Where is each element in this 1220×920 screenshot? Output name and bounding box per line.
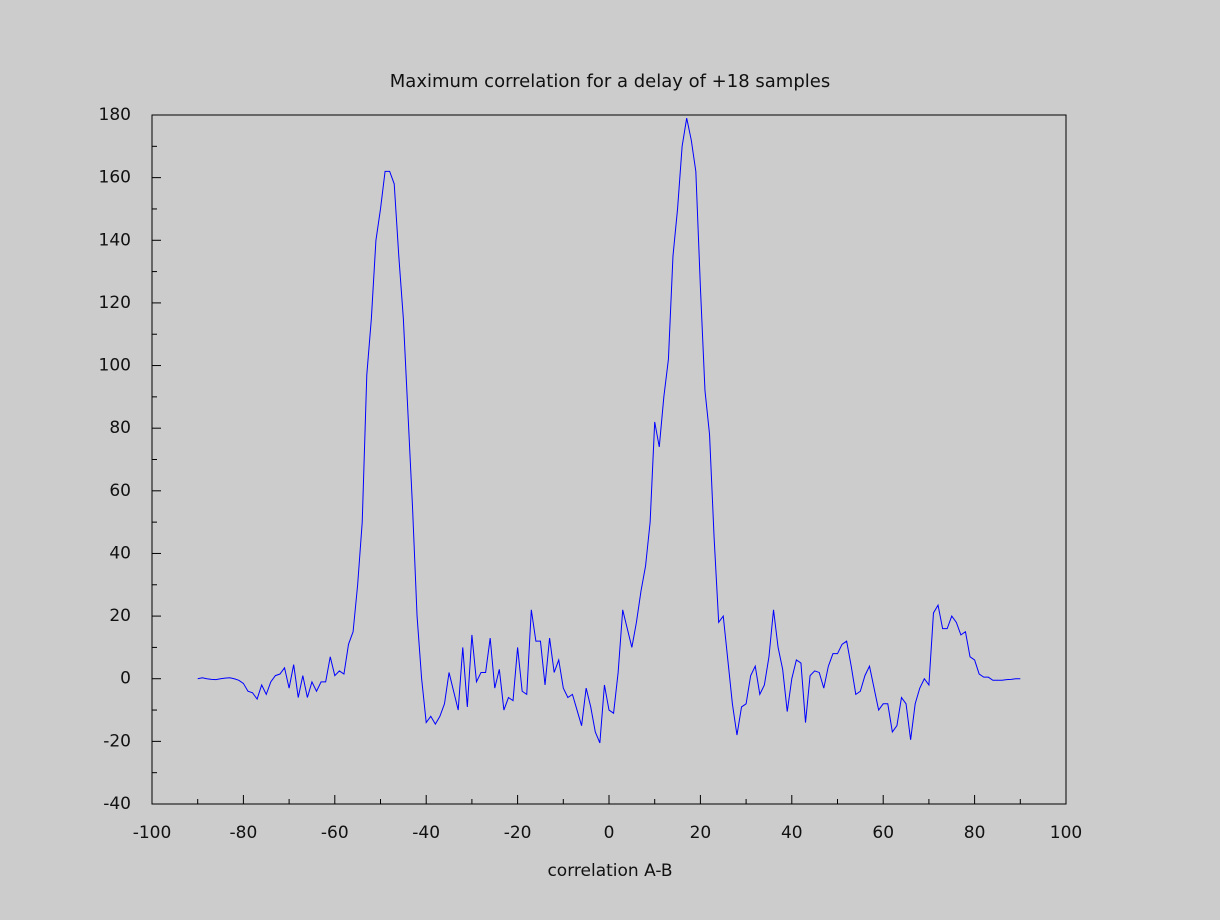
x-tick-label: 80 — [964, 823, 986, 843]
y-tick-label: -20 — [103, 731, 131, 751]
x-tick-label: 0 — [604, 823, 615, 843]
x-tick-label: 60 — [872, 823, 894, 843]
x-tick-label: -80 — [230, 823, 258, 843]
plot-frame — [151, 114, 1067, 805]
x-axis-label: correlation A-B — [547, 861, 672, 881]
y-tick-label: 40 — [109, 543, 131, 563]
y-tick-label: 120 — [99, 293, 131, 313]
y-tick-label: 60 — [109, 481, 131, 501]
chart-title: Maximum correlation for a delay of +18 s… — [390, 71, 830, 92]
data-line — [197, 118, 1021, 744]
y-tick-label: 0 — [120, 669, 131, 689]
x-tick-label: 100 — [1050, 823, 1082, 843]
y-tick-label: 180 — [99, 105, 131, 125]
x-tick-label: 20 — [690, 823, 712, 843]
y-tick-label: 160 — [99, 168, 131, 188]
y-tick-label: -40 — [103, 794, 131, 814]
x-tick-label: -20 — [504, 823, 532, 843]
y-tick-label: 100 — [99, 356, 131, 376]
x-tick-label: -100 — [133, 823, 172, 843]
y-tick-label: 140 — [99, 230, 131, 250]
y-tick-label: 80 — [109, 418, 131, 438]
x-tick-label: -60 — [321, 823, 349, 843]
x-tick-label: 40 — [781, 823, 803, 843]
x-tick-label: -40 — [412, 823, 440, 843]
y-tick-label: 20 — [109, 606, 131, 626]
